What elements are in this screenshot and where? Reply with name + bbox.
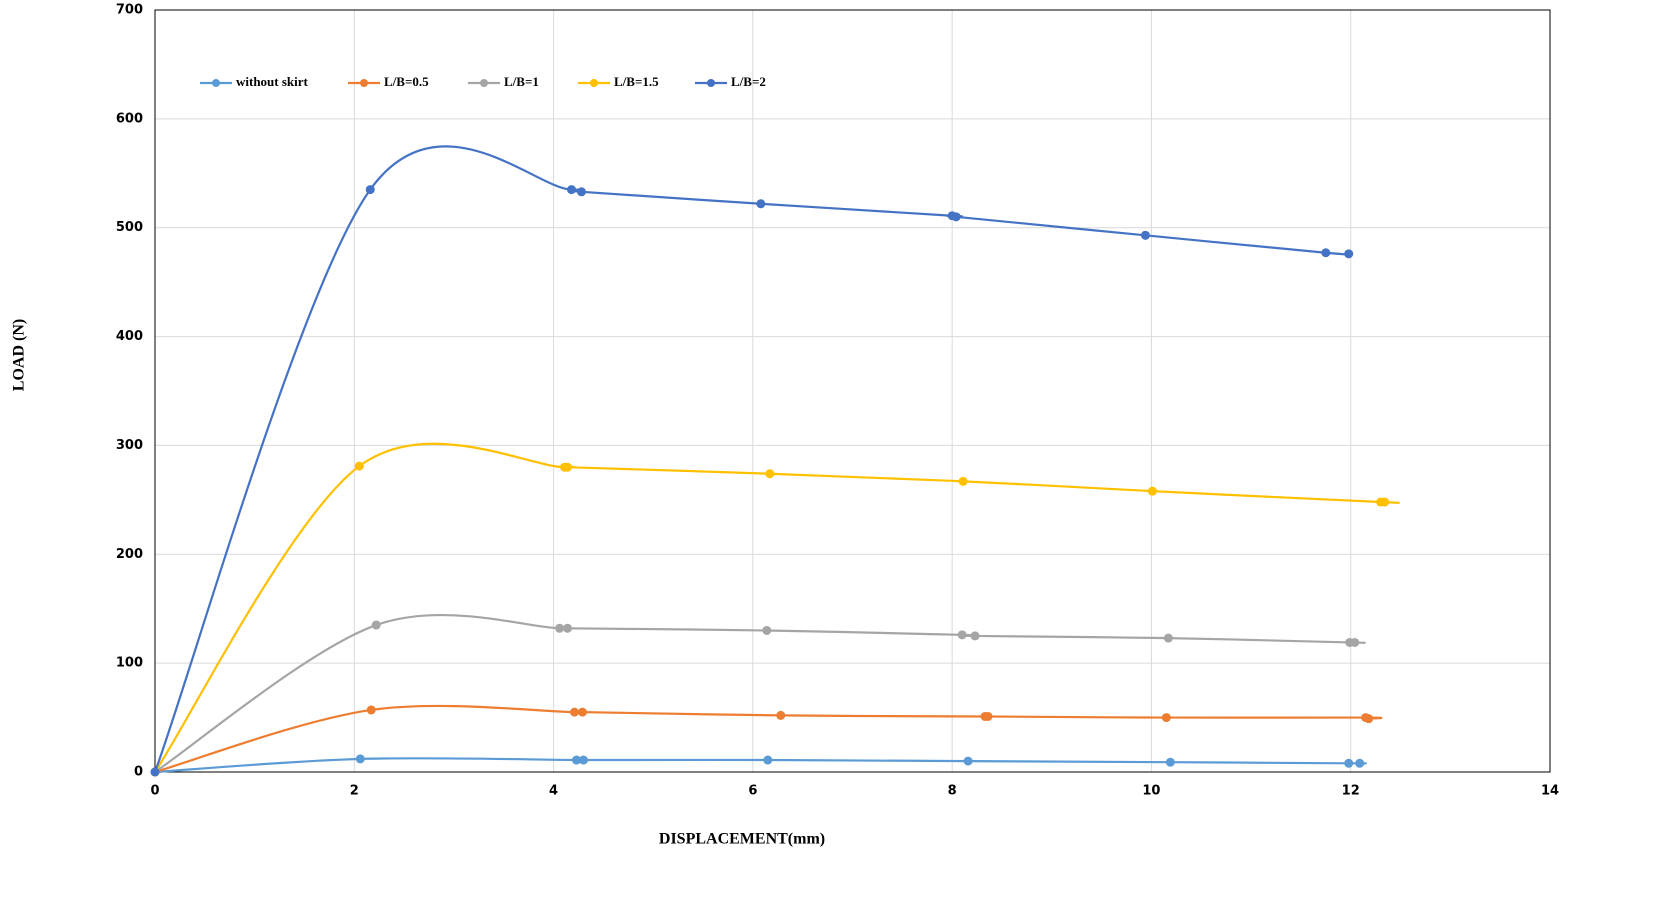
data-point <box>576 187 586 197</box>
legend-label: without skirt <box>236 74 309 89</box>
legend-label: L/B=2 <box>731 74 766 89</box>
data-point <box>1380 497 1390 507</box>
data-point <box>555 623 565 633</box>
legend-label: L/B=1.5 <box>614 74 659 89</box>
data-point <box>1344 249 1354 259</box>
y-axis-title: LOAD (N) <box>11 319 28 391</box>
data-point <box>563 623 573 633</box>
y-tick-label: 500 <box>116 220 143 235</box>
y-tick-label: 200 <box>116 547 143 562</box>
legend-marker <box>590 79 598 87</box>
data-point <box>958 476 968 486</box>
data-point <box>355 754 365 764</box>
series-line <box>154 704 1383 774</box>
legend-marker <box>707 79 715 87</box>
data-point <box>983 711 993 721</box>
data-point <box>1163 633 1173 643</box>
legend-marker <box>360 79 368 87</box>
data-point <box>1355 758 1365 768</box>
data-point <box>970 631 980 641</box>
data-point <box>1147 486 1157 496</box>
y-tick-label: 700 <box>116 3 143 18</box>
x-tick-label: 4 <box>549 784 558 799</box>
y-tick-label: 100 <box>116 656 143 671</box>
data-point <box>571 755 581 765</box>
y-tick-label: 600 <box>116 111 143 126</box>
data-point <box>756 199 766 209</box>
x-tick-label: 14 <box>1541 784 1559 799</box>
series-line <box>154 442 1400 773</box>
data-point <box>763 755 773 765</box>
x-tick-label: 2 <box>350 784 359 799</box>
legend-marker <box>480 79 488 87</box>
data-point <box>366 705 376 715</box>
data-point <box>951 212 961 222</box>
y-tick-label: 0 <box>134 765 143 780</box>
data-point <box>150 767 160 777</box>
data-point <box>1350 637 1360 647</box>
data-point <box>1165 757 1175 767</box>
x-tick-label: 0 <box>150 784 159 799</box>
legend-label: L/B=1 <box>504 74 539 89</box>
data-point <box>776 710 786 720</box>
data-point <box>1364 714 1374 724</box>
y-tick-label: 400 <box>116 329 143 344</box>
legend-marker <box>212 79 220 87</box>
data-point <box>1321 248 1331 258</box>
series-line <box>153 145 1350 773</box>
data-point <box>957 630 967 640</box>
data-point <box>963 756 973 766</box>
data-point <box>371 620 381 630</box>
data-point <box>354 461 364 471</box>
x-axis-title: DISPLACEMENT(mm) <box>659 831 825 848</box>
data-point <box>1161 713 1171 723</box>
data-point <box>563 462 573 472</box>
data-point <box>569 707 579 717</box>
series-line <box>154 757 1367 774</box>
data-point <box>577 707 587 717</box>
series-line <box>154 614 1366 773</box>
plot-frame <box>154 9 1551 773</box>
data-point <box>567 185 577 195</box>
data-point <box>578 755 588 765</box>
legend-label: L/B=0.5 <box>384 74 429 89</box>
data-point <box>765 469 775 479</box>
x-tick-label: 12 <box>1342 784 1360 799</box>
x-tick-label: 8 <box>948 784 957 799</box>
data-point <box>1344 758 1354 768</box>
data-point <box>762 625 772 635</box>
x-tick-label: 6 <box>748 784 757 799</box>
data-point <box>365 185 375 195</box>
x-tick-label: 10 <box>1142 784 1160 799</box>
y-tick-label: 300 <box>116 438 143 453</box>
data-point <box>1140 230 1150 240</box>
